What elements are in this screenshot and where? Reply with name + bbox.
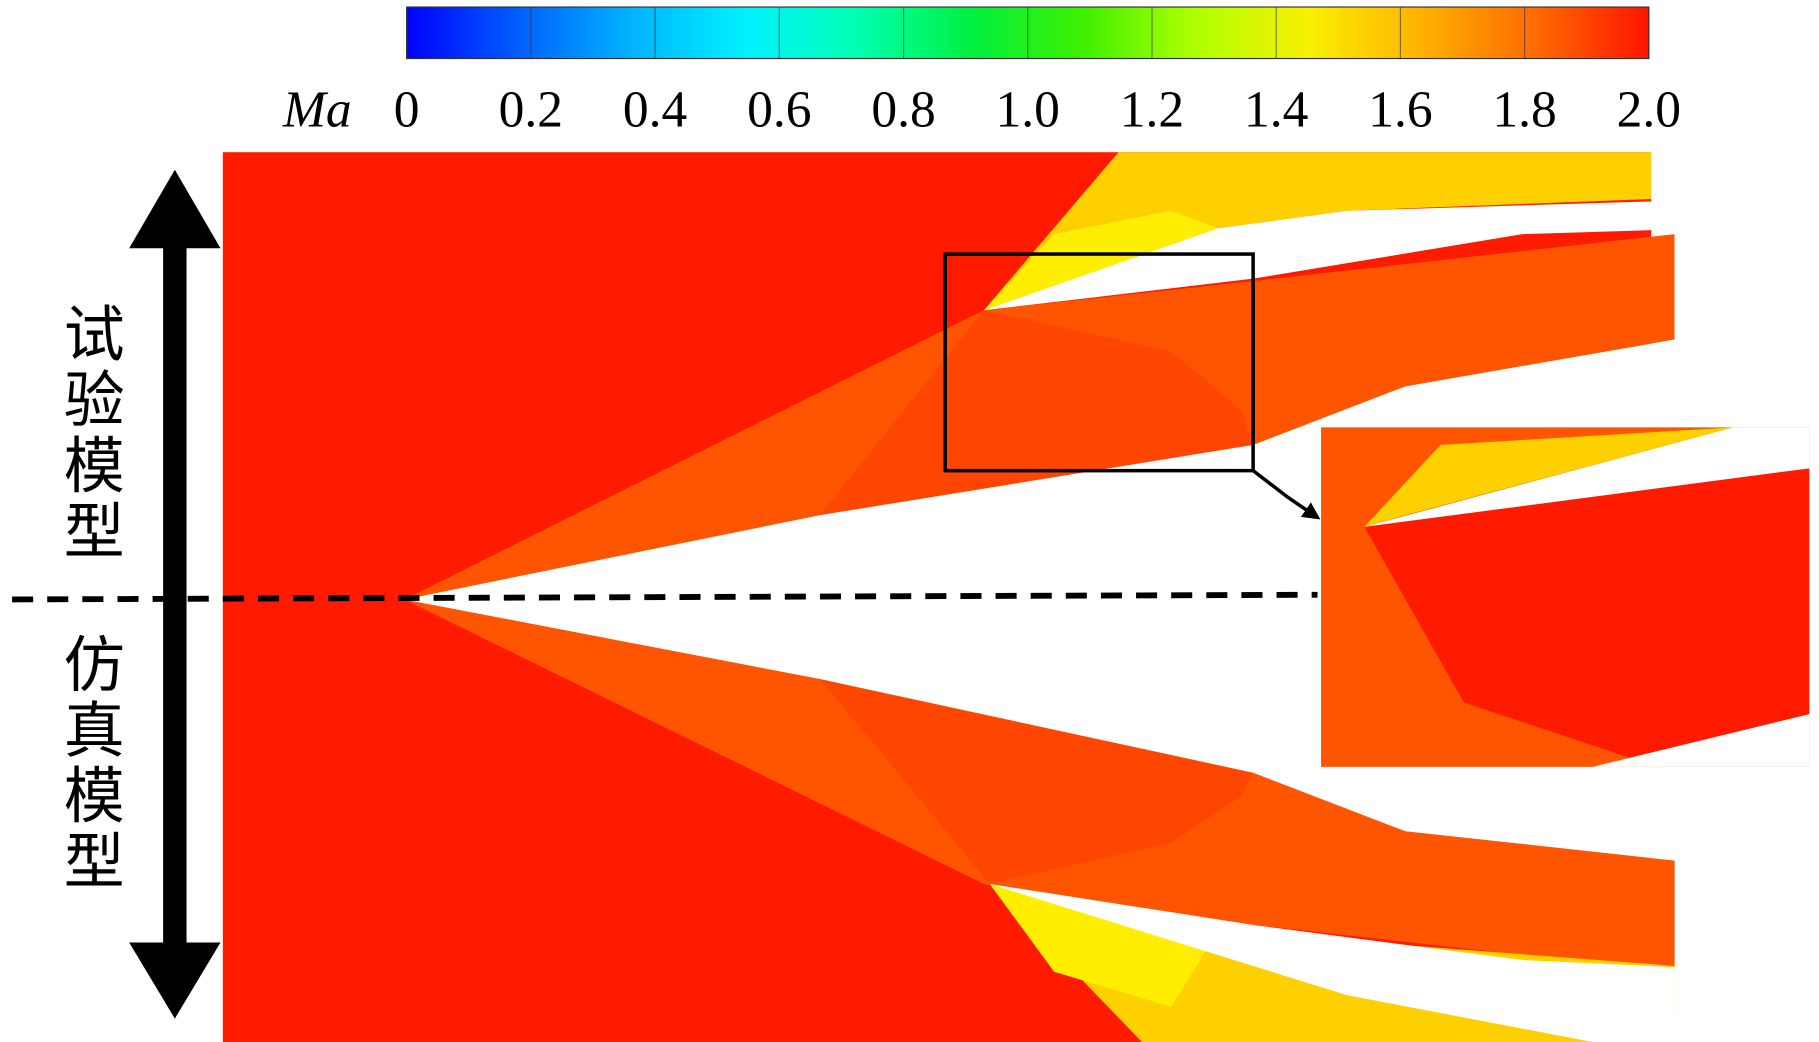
bottom-label: 仿真模型 [53,632,124,894]
flow-field [222,152,1819,1042]
inset [1321,427,1810,767]
colorbar-tick-label: 0.4 [623,81,687,138]
symmetry-line [12,591,1318,603]
zoom-box [943,252,1255,473]
double-arrow [129,169,221,1019]
colorbar-tick-label: 0.8 [871,81,935,138]
colorbar-tick-label: 0.6 [747,81,811,138]
colorbar-tick-label: 0 [394,81,420,138]
colorbar-tick-label: 1.8 [1492,81,1556,138]
colorbar-tick-label: 2.0 [1617,81,1681,138]
colorbar-tick-label: 0.2 [499,81,563,138]
zoom-arrow [1252,469,1321,520]
colorbar-tick-label: 1.2 [1120,81,1184,138]
colorbar-label: Ma [282,81,352,138]
colorbar-tick-label: 1.0 [996,81,1060,138]
colorbar-tick-label: 1.6 [1368,81,1432,138]
top-label: 试验模型 [53,302,124,564]
colorbar-tick-label: 1.4 [1244,81,1308,138]
